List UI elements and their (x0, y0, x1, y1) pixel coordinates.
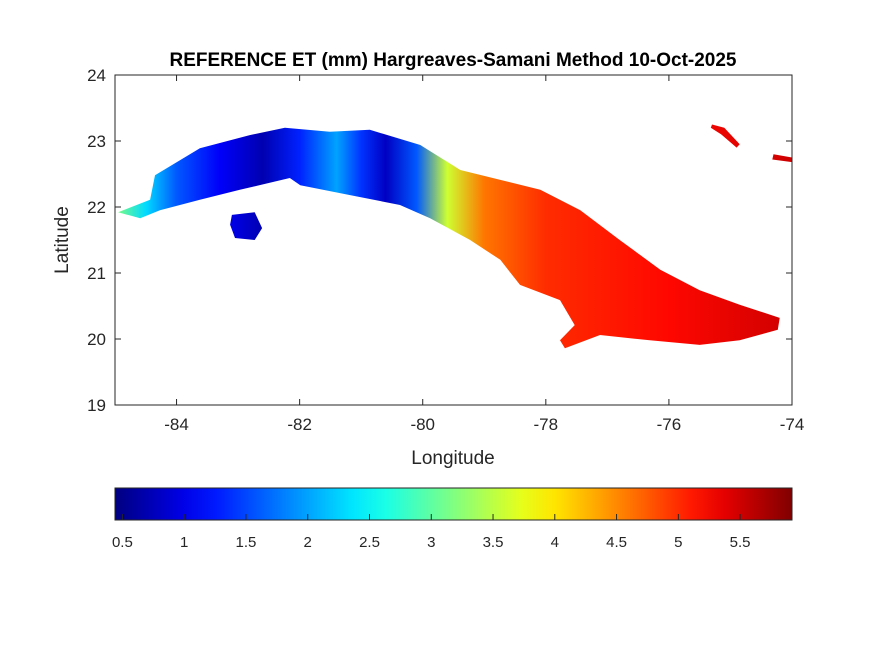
x-tick-label: -82 (287, 415, 312, 434)
map-regions (118, 124, 792, 349)
y-tick-label: 19 (87, 396, 106, 415)
x-axis: -84 -82 -80 -78 -76 -74 (164, 75, 804, 434)
plot-area (115, 75, 792, 405)
x-tick-label: -76 (657, 415, 682, 434)
colorbar-tick-label: 0.5 (112, 534, 133, 551)
x-tick-label: -80 (410, 415, 435, 434)
colorbar-tick-label: 3.5 (483, 534, 504, 551)
x-axis-label: Longitude (411, 448, 494, 469)
y-axis: 19 20 21 22 23 24 (87, 66, 792, 415)
colorbar-tick-label: 3 (427, 534, 435, 551)
colorbar-tick-label: 2.5 (359, 534, 380, 551)
colorbar-tick-label: 5.5 (730, 534, 751, 551)
x-tick-label: -84 (164, 415, 189, 434)
colorbar-tick-label: 5 (674, 534, 682, 551)
y-tick-label: 23 (87, 132, 106, 151)
x-tick-label: -74 (780, 415, 805, 434)
y-tick-label: 20 (87, 330, 106, 349)
colorbar-tick-label: 4 (551, 534, 559, 551)
y-tick-label: 24 (87, 66, 106, 85)
isla-de-la-juventud (230, 212, 263, 240)
cuba-main-island (118, 127, 780, 349)
chart-title: REFERENCE ET (mm) Hargreaves-Samani Meth… (170, 50, 737, 71)
colorbar (114, 487, 793, 521)
colorbar-tick-label: 4.5 (606, 534, 627, 551)
colorbar-tick-label: 2 (304, 534, 312, 551)
y-tick-label: 22 (87, 198, 106, 217)
colorbar-ticks: 0.5 1 1.5 2 2.5 3 3.5 4 4.5 5 5.5 (112, 514, 751, 551)
colorbar-tick-label: 1 (180, 534, 188, 551)
colorbar-tick-label: 1.5 (236, 534, 257, 551)
axes-box (114, 74, 793, 406)
y-axis-label: Latitude (52, 206, 73, 274)
bahamas-fragment (710, 124, 740, 148)
y-tick-label: 21 (87, 264, 106, 283)
x-tick-label: -78 (534, 415, 559, 434)
haiti-fragment (772, 154, 792, 163)
